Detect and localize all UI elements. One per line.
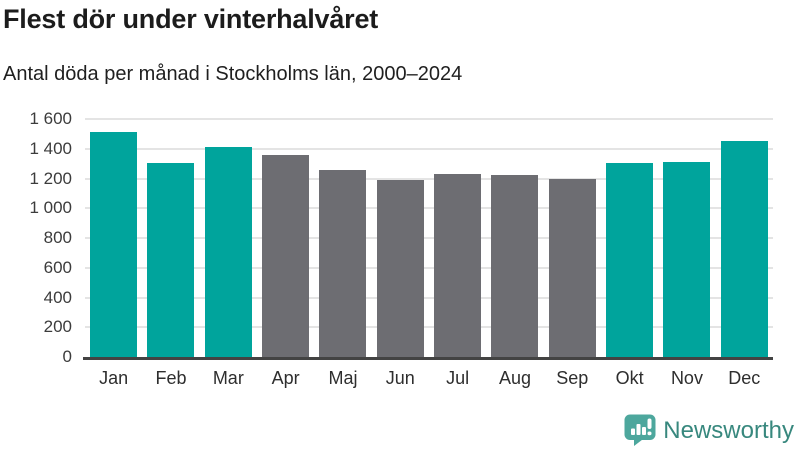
y-tick-label-1400: 1 400 xyxy=(29,138,72,158)
gridline-400 xyxy=(85,296,773,299)
gridline-1400 xyxy=(85,147,773,150)
bar-mar xyxy=(204,146,252,357)
bar-slot-feb xyxy=(142,119,199,357)
gridline-1000 xyxy=(85,207,773,210)
newsworthy-logo[interactable]: Newsworthy xyxy=(624,414,794,447)
bar-slot-nov xyxy=(658,119,715,357)
bar-jul xyxy=(434,174,482,357)
bar-jan xyxy=(90,132,138,357)
gridline-1600 xyxy=(85,118,773,120)
bar-slot-apr xyxy=(257,119,314,357)
x-axis-line xyxy=(83,357,773,360)
x-tick-label-jan: Jan xyxy=(99,368,129,388)
x-axis: Jan Feb Mar Apr Maj Jun Jul Aug Sep Okt Nov Dec xyxy=(85,368,773,389)
bar-slot-jun xyxy=(372,119,429,357)
x-tick-label-okt: Okt xyxy=(615,368,644,388)
x-tick-label-jun: Jun xyxy=(385,368,415,388)
bar-slot-dec xyxy=(716,119,773,357)
bar-slot-mar xyxy=(200,119,257,357)
bars-row xyxy=(85,119,773,357)
bar-dec xyxy=(720,141,768,357)
bar-aug xyxy=(491,174,539,357)
bar-apr xyxy=(262,155,310,357)
y-tick-label-1600: 1 600 xyxy=(29,109,72,128)
newsworthy-logo-text: Newsworthy xyxy=(663,416,794,444)
y-axis: 0 200 400 600 800 1 000 1 200 1 400 1 600 xyxy=(0,109,72,366)
plot-area xyxy=(83,118,773,360)
chart-title: Flest dör under vinterhalvåret xyxy=(3,4,379,34)
bar-sep xyxy=(548,178,596,357)
gridline-600 xyxy=(85,266,773,269)
bar-feb xyxy=(147,162,195,357)
x-tick-label-sep: Sep xyxy=(556,368,589,388)
y-tick-label-0: 0 xyxy=(62,347,72,366)
y-tick-label-600: 600 xyxy=(43,257,72,277)
y-tick-label-800: 800 xyxy=(43,228,72,247)
bar-slot-jul xyxy=(429,119,486,357)
bar-jun xyxy=(376,180,424,357)
y-tick-label-1000: 1 000 xyxy=(29,198,72,218)
chart-subtitle: Antal döda per månad i Stockholms län, 2… xyxy=(3,63,463,85)
bar-slot-okt xyxy=(601,119,658,357)
x-tick-label-jul: Jul xyxy=(446,368,470,388)
x-tick-label-aug: Aug xyxy=(498,368,531,388)
bar-okt xyxy=(606,162,654,357)
bar-slot-maj xyxy=(314,119,371,357)
x-tick-label-maj: Maj xyxy=(328,368,358,388)
x-tick-label-nov: Nov xyxy=(670,368,703,388)
bar-slot-sep xyxy=(544,119,601,357)
x-tick-label-apr: Apr xyxy=(271,368,300,388)
gridline-1200 xyxy=(85,177,773,180)
y-tick-label-400: 400 xyxy=(43,287,72,307)
gridline-800 xyxy=(85,237,773,239)
x-tick-label-feb: Feb xyxy=(155,368,187,388)
bar-maj xyxy=(319,169,367,357)
newsworthy-chart-bubble-icon xyxy=(624,414,656,447)
y-tick-label-1200: 1 200 xyxy=(29,168,72,188)
x-tick-label-dec: Dec xyxy=(728,368,761,388)
y-tick-label-200: 200 xyxy=(43,317,72,337)
bar-slot-aug xyxy=(486,119,543,357)
gridline-200 xyxy=(85,326,773,329)
bar-slot-jan xyxy=(85,119,142,357)
bar-nov xyxy=(663,162,711,357)
x-tick-label-mar: Mar xyxy=(212,368,244,388)
